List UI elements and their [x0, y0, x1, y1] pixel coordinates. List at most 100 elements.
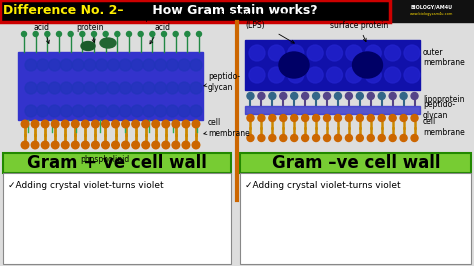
Circle shape [91, 120, 99, 128]
Circle shape [91, 141, 99, 149]
Bar [0, 0, 390, 22]
Circle shape [72, 59, 84, 71]
Circle shape [301, 93, 309, 99]
Circle shape [51, 120, 59, 128]
Circle shape [301, 135, 309, 142]
Text: outer
membrane: outer membrane [423, 48, 465, 67]
Circle shape [51, 141, 59, 149]
Bar [245, 40, 420, 90]
Circle shape [96, 105, 108, 117]
Bar [0, 0, 390, 22]
Circle shape [122, 120, 129, 128]
Text: Difference No. 2–: Difference No. 2– [3, 5, 124, 18]
Circle shape [31, 120, 39, 128]
Circle shape [335, 93, 341, 99]
Circle shape [269, 135, 276, 142]
Circle shape [288, 67, 304, 83]
Circle shape [82, 141, 89, 149]
Circle shape [60, 82, 73, 94]
Circle shape [367, 114, 374, 122]
Circle shape [127, 31, 131, 36]
Circle shape [307, 45, 323, 61]
Circle shape [72, 82, 84, 94]
Circle shape [37, 59, 49, 71]
Circle shape [62, 141, 69, 149]
Circle shape [80, 31, 85, 36]
Circle shape [108, 105, 119, 117]
Circle shape [84, 105, 96, 117]
Circle shape [178, 82, 190, 94]
Circle shape [172, 120, 180, 128]
Circle shape [41, 120, 49, 128]
Circle shape [268, 45, 284, 61]
Circle shape [291, 135, 298, 142]
Circle shape [166, 105, 178, 117]
Circle shape [91, 31, 97, 36]
Ellipse shape [100, 38, 116, 48]
Circle shape [21, 141, 29, 149]
Circle shape [96, 82, 108, 94]
Circle shape [335, 114, 341, 122]
Circle shape [378, 93, 385, 99]
Bar [0, 22, 237, 266]
Circle shape [378, 135, 385, 142]
Circle shape [324, 93, 330, 99]
Circle shape [258, 135, 265, 142]
Circle shape [60, 59, 73, 71]
Text: www.biologysam4u.com: www.biologysam4u.com [410, 12, 454, 16]
Circle shape [143, 59, 155, 71]
Circle shape [378, 114, 385, 122]
Circle shape [178, 105, 190, 117]
Circle shape [384, 67, 401, 83]
Text: cell
membrane: cell membrane [204, 118, 250, 138]
Circle shape [68, 31, 73, 36]
Circle shape [258, 93, 265, 99]
Circle shape [142, 120, 149, 128]
Circle shape [346, 114, 352, 122]
Circle shape [400, 93, 407, 99]
Circle shape [411, 93, 418, 99]
Circle shape [367, 135, 374, 142]
Circle shape [247, 114, 254, 122]
Ellipse shape [353, 52, 383, 78]
Circle shape [143, 105, 155, 117]
Text: phospholipid: phospholipid [81, 155, 129, 164]
Circle shape [143, 82, 155, 94]
Circle shape [166, 59, 178, 71]
FancyBboxPatch shape [3, 153, 231, 173]
Circle shape [280, 93, 287, 99]
Circle shape [25, 59, 37, 71]
Circle shape [249, 45, 265, 61]
Circle shape [335, 135, 341, 142]
Circle shape [411, 135, 418, 142]
Circle shape [119, 105, 131, 117]
Circle shape [152, 141, 160, 149]
Text: ✓Adding crystal violet-turns violet: ✓Adding crystal violet-turns violet [245, 181, 401, 190]
Circle shape [72, 120, 79, 128]
Circle shape [132, 120, 139, 128]
Circle shape [25, 82, 37, 94]
Circle shape [115, 31, 120, 36]
Circle shape [31, 141, 39, 149]
Circle shape [291, 93, 298, 99]
Circle shape [162, 120, 170, 128]
Circle shape [312, 93, 319, 99]
Circle shape [346, 135, 352, 142]
Circle shape [384, 45, 401, 61]
Circle shape [280, 135, 287, 142]
Circle shape [288, 45, 304, 61]
Circle shape [249, 67, 265, 83]
Circle shape [84, 59, 96, 71]
Circle shape [82, 120, 89, 128]
Text: peptido-
glycan: peptido- glycan [204, 72, 240, 92]
Text: lipopolysaccharide
(LPS): lipopolysaccharide (LPS) [219, 11, 294, 43]
Circle shape [122, 141, 129, 149]
Bar [390, 0, 474, 22]
Circle shape [56, 31, 62, 36]
Circle shape [404, 67, 420, 83]
Circle shape [182, 120, 190, 128]
Circle shape [312, 114, 319, 122]
Circle shape [131, 82, 143, 94]
Circle shape [356, 135, 364, 142]
Text: Gram –ve cell wall: Gram –ve cell wall [272, 154, 440, 172]
